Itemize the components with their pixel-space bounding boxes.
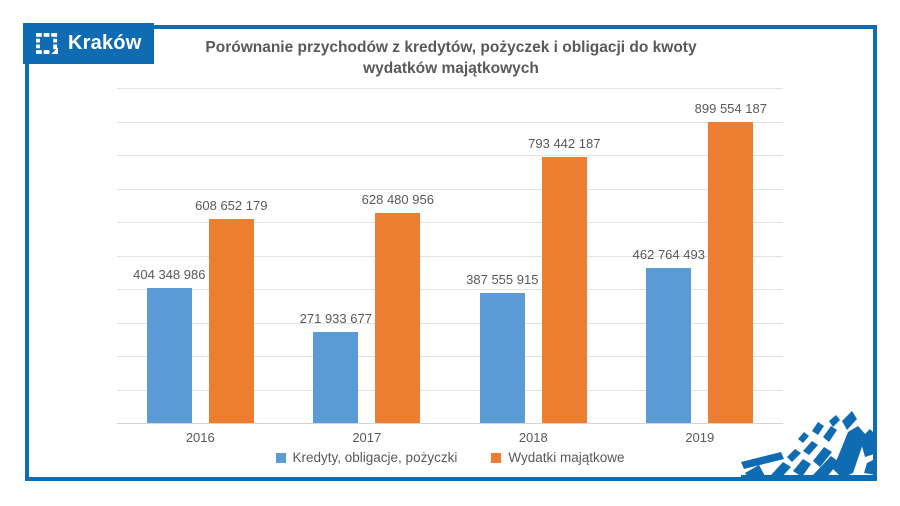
bar-value-label: 793 442 187 bbox=[528, 136, 601, 152]
logo-text: Kraków bbox=[68, 32, 142, 54]
gridline bbox=[117, 122, 783, 123]
legend-item-wydatki: Wydatki majątkowe bbox=[491, 450, 625, 465]
bar-kredyty-2018 bbox=[479, 293, 525, 423]
bar-kredyty-2019 bbox=[646, 268, 692, 423]
bar-value-label: 462 764 493 bbox=[632, 247, 705, 262]
bar-wydatki-2019 bbox=[708, 121, 754, 423]
bar-value-label: 387 555 915 bbox=[466, 272, 539, 288]
gridline bbox=[117, 289, 783, 290]
legend-item-kredyty: Kredyty, obligacje, pożyczki bbox=[275, 450, 458, 465]
bar-value-label: 608 652 179 bbox=[195, 198, 268, 214]
x-axis-label-2018: 2018 bbox=[518, 430, 548, 445]
legend-label: Wydatki majątkowe bbox=[508, 450, 625, 465]
gridline bbox=[117, 390, 783, 391]
x-axis-label-2016: 2016 bbox=[185, 430, 215, 445]
x-axis-line bbox=[117, 423, 783, 424]
gridline bbox=[117, 356, 783, 357]
gridline bbox=[117, 256, 783, 257]
chart-title-line1: Porównanie przychodów z kredytów, pożycz… bbox=[205, 39, 697, 56]
bar-kredyty-2017 bbox=[313, 331, 359, 423]
gridline bbox=[117, 88, 783, 89]
legend-swatch bbox=[275, 452, 286, 463]
krakow-logo: Kraków bbox=[23, 23, 154, 64]
bar-wydatki-2018 bbox=[541, 157, 587, 423]
bar-wydatki-2017 bbox=[375, 212, 421, 423]
krakow-dashed-square-icon bbox=[36, 33, 58, 54]
bar-value-label: 628 480 956 bbox=[361, 191, 434, 207]
x-axis-label-2019: 2019 bbox=[685, 430, 715, 445]
bar-value-label: 899 554 187 bbox=[694, 100, 767, 116]
gridline bbox=[117, 323, 783, 324]
bar-value-label: 404 348 986 bbox=[133, 266, 206, 282]
legend-label: Kredyty, obligacje, pożyczki bbox=[292, 450, 458, 465]
chart-legend: Kredyty, obligacje, pożyczki Wydatki mają… bbox=[117, 450, 783, 465]
chart-title-line2: wydatków majątkowych bbox=[363, 60, 539, 77]
bar-wydatki-2016 bbox=[208, 219, 254, 423]
chart-title: Porównanie przychodów z kredytów, pożycz… bbox=[101, 37, 801, 79]
city-map-mosaic-decoration bbox=[741, 411, 877, 481]
gridline bbox=[117, 155, 783, 156]
gridline bbox=[117, 222, 783, 223]
x-axis-label-2017: 2017 bbox=[352, 430, 382, 445]
legend-swatch bbox=[491, 452, 502, 463]
bar-kredyty-2016 bbox=[146, 287, 192, 423]
bar-value-label: 271 933 677 bbox=[299, 310, 372, 326]
gridline bbox=[117, 189, 783, 190]
